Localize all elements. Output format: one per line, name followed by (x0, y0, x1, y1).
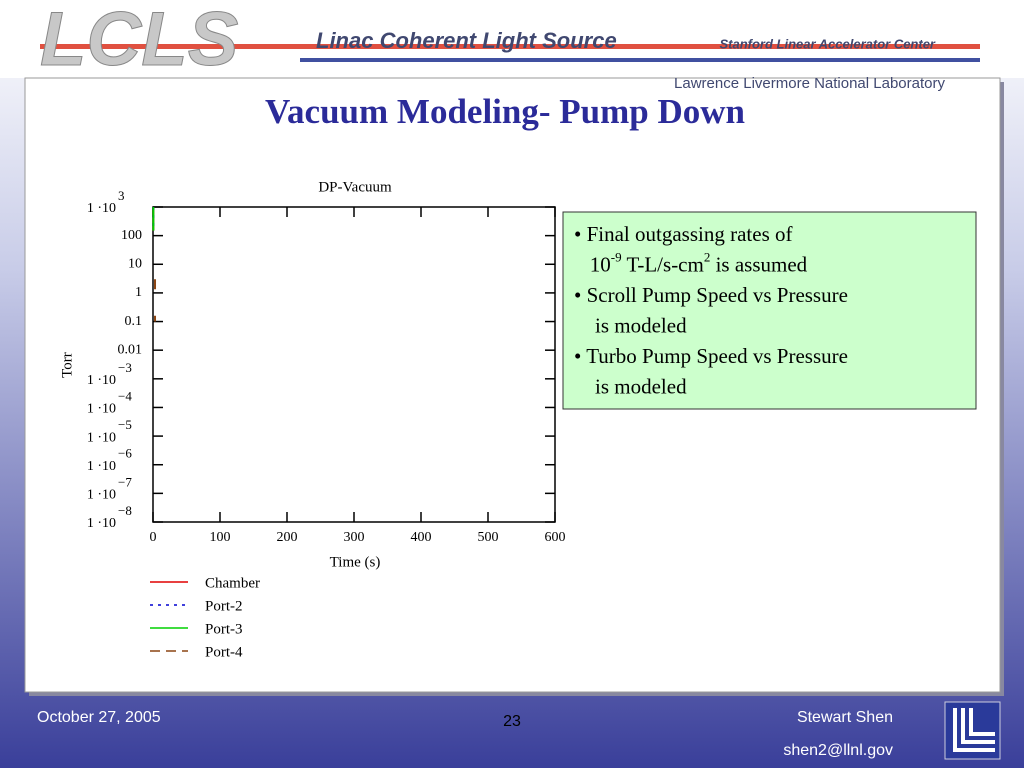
y-tick-label: 0.01 (118, 342, 143, 357)
x-tick-label: 200 (277, 530, 298, 545)
note-text: 10 (574, 252, 611, 276)
footer-author: Stewart Shen (797, 709, 893, 726)
stripe (300, 58, 980, 62)
slide-title: Vacuum Modeling- Pump Down (265, 92, 745, 131)
note-text: is modeled (574, 374, 687, 398)
note-line: • Final outgassing rates of (574, 222, 793, 246)
note-text: is assumed (710, 252, 807, 276)
note-text: T-L/s-cm (622, 252, 704, 276)
y-tick-label: 1 ·10 (87, 488, 116, 503)
footer-email: shen2@llnl.gov (783, 742, 893, 759)
project-name: Linac Coherent Light Source (316, 28, 617, 53)
superscript: -9 (611, 250, 622, 265)
y-tick-label: 1 ·10 (87, 402, 116, 417)
x-tick-label: 500 (478, 530, 499, 545)
notes-box (562, 211, 977, 410)
y-tick-label: 0.1 (125, 314, 143, 329)
y-tick-label: 1 ·10 (87, 516, 116, 531)
y-tick-label: 1 ·10 (87, 430, 116, 445)
chart-title: DP-Vacuum (318, 179, 392, 195)
x-tick-label: 300 (344, 530, 365, 545)
y-tick-label: 1 ·10 (87, 373, 116, 388)
note-text: • Final outgassing rates of (574, 222, 793, 246)
x-axis-label: Time (s) (330, 554, 381, 570)
x-tick-label: 0 (150, 530, 157, 545)
y-tick-label: 100 (121, 228, 142, 243)
stripe (40, 44, 980, 49)
y-tick-exponent: −3 (118, 360, 132, 375)
x-tick-label: 100 (210, 530, 231, 545)
note-line: • Turbo Pump Speed vs Pressure (574, 344, 848, 368)
legend-label: Port-4 (205, 644, 243, 660)
y-tick-label: 1 ·10 (87, 201, 116, 216)
y-axis-label: Torr (59, 352, 75, 378)
y-tick-exponent: −7 (118, 474, 132, 489)
y-tick-label: 1 (135, 285, 142, 300)
lab-name: Lawrence Livermore National Laboratory (674, 75, 945, 92)
superscript: 2 (704, 250, 711, 265)
y-tick-label: 10 (128, 256, 142, 271)
note-text: • Turbo Pump Speed vs Pressure (574, 344, 848, 368)
footer-date: October 27, 2005 (37, 709, 161, 726)
note-line: • Scroll Pump Speed vs Pressure (574, 283, 848, 307)
header-band (0, 0, 1024, 78)
x-tick-label: 400 (411, 530, 432, 545)
lab-name: Stanford Linear Accelerator Center (719, 36, 935, 51)
y-tick-exponent: −6 (118, 446, 132, 461)
logo: LCLS (40, 0, 238, 82)
note-line: 10-9 T-L/s-cm2 is assumed (574, 250, 808, 276)
note-line: is modeled (574, 374, 687, 398)
y-tick-exponent: −8 (118, 503, 132, 518)
legend-label: Port-3 (205, 621, 243, 637)
page-number: 23 (503, 713, 521, 730)
note-line: is modeled (574, 313, 687, 337)
y-tick-exponent: 3 (118, 188, 125, 203)
y-tick-exponent: −4 (118, 388, 132, 403)
note-text: is modeled (574, 313, 687, 337)
logo-lines (953, 708, 995, 752)
legend-label: Port-2 (205, 598, 243, 614)
note-text: • Scroll Pump Speed vs Pressure (574, 283, 848, 307)
legend-label: Chamber (205, 575, 260, 591)
x-tick-label: 600 (545, 530, 566, 545)
y-tick-label: 1 ·10 (87, 459, 116, 474)
y-tick-exponent: −5 (118, 417, 132, 432)
footer-logo (944, 701, 1001, 760)
